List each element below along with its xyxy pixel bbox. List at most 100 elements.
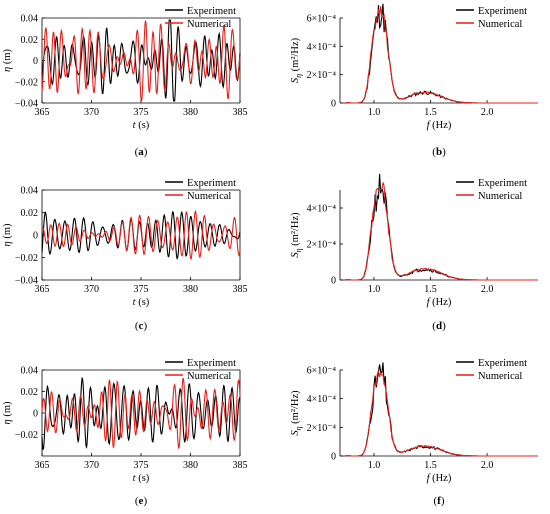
x-axis-label: f (Hz) <box>427 473 452 484</box>
x-tick-label: 385 <box>233 460 248 471</box>
legend-label-numerical: Numerical <box>187 191 231 202</box>
x-tick-label: 1.0 <box>368 460 381 471</box>
x-axis-unit: (s) <box>136 120 150 131</box>
panel-caption: (e) <box>135 495 148 507</box>
y-axis-label: η (m) <box>2 223 13 247</box>
caption-open: ( <box>433 495 437 507</box>
y-axis-sub: η <box>294 426 303 430</box>
x-axis-unit: (Hz) <box>430 297 452 308</box>
panel-f: 1.0 1.5 2.0 0 2×10⁻⁴ 4×10⁻⁴ 6×10⁻⁴ f (Hz) Sη (m²… <box>290 358 538 507</box>
x-tick-label: 1.5 <box>424 284 437 295</box>
panel-a: 365 370 375 380 385 −0.04 −0.02 0 0.02 0.04 t (s) η… <box>2 6 248 158</box>
y-tick-label: −0.04 <box>15 276 38 287</box>
caption-close: ) <box>143 495 147 507</box>
caption-open: ( <box>432 146 436 158</box>
caption-close: ) <box>442 320 446 332</box>
y-tick-label: 0 <box>331 452 336 463</box>
x-tick-label: 1.5 <box>424 460 437 471</box>
x-axis-var: f <box>427 120 432 131</box>
x-axis-label: f (Hz) <box>427 297 452 308</box>
x-tick-label: 375 <box>134 460 149 471</box>
legend-label-numerical: Numerical <box>187 371 231 382</box>
y-tick-label: 0.02 <box>21 387 39 398</box>
y-tick-label: 0.02 <box>21 35 39 46</box>
x-tick-label: 375 <box>134 284 149 295</box>
caption-letter: a <box>138 146 144 158</box>
y-tick-label: 0 <box>33 409 38 420</box>
panel-caption: (c) <box>135 320 148 332</box>
y-axis-var: S <box>290 252 301 258</box>
x-axis-label: t (s) <box>133 473 150 484</box>
legend-label-numerical: Numerical <box>478 19 522 30</box>
x-tick-label: 370 <box>84 107 99 118</box>
y-tick-label: 0 <box>33 231 38 242</box>
series-line-numerical <box>345 182 538 281</box>
y-tick-label: 0.02 <box>21 208 39 219</box>
series-line-experiment <box>345 173 538 281</box>
y-axis-unit: (m) <box>2 401 13 419</box>
x-tick-label: 365 <box>35 284 50 295</box>
y-tick-label: 6×10⁻⁴ <box>307 366 337 377</box>
series-line-numerical <box>41 209 241 261</box>
x-tick-label: 2.0 <box>481 107 494 118</box>
x-tick-label: 385 <box>233 107 248 118</box>
panel-d: 1.0 1.5 2.0 0 2×10⁻⁴ 4×10⁻⁴ f (Hz) Sη (m²/Hz) Ex… <box>290 173 538 332</box>
y-tick-label: −0.04 <box>15 99 38 110</box>
panel-b: 1.0 1.5 2.0 0 2×10⁻⁴ 4×10⁻⁴ 6×10⁻⁴ f (Hz) Sη (m²… <box>290 3 538 158</box>
x-axis-var: f <box>427 297 432 308</box>
x-tick-label: 380 <box>183 460 198 471</box>
y-axis-var: S <box>290 430 301 436</box>
legend-label-experiment: Experiment <box>187 358 236 369</box>
caption-close: ) <box>144 146 148 158</box>
x-tick-label: 370 <box>84 284 99 295</box>
x-tick-label: 365 <box>35 460 50 471</box>
panel-caption: (f) <box>433 495 444 507</box>
x-tick-label: 375 <box>134 107 149 118</box>
panel-caption: (a) <box>135 146 148 158</box>
x-tick-label: 380 <box>183 107 198 118</box>
y-axis-sub: η <box>294 74 303 78</box>
x-tick-label: 1.0 <box>368 107 381 118</box>
x-axis-label: f (Hz) <box>427 120 452 131</box>
y-axis-label: Sη (m²/Hz) <box>290 212 303 258</box>
x-axis-label: t (s) <box>133 297 150 308</box>
y-tick-label: 0.04 <box>21 186 39 197</box>
caption-close: ) <box>441 495 445 507</box>
legend-label-experiment: Experiment <box>478 358 527 369</box>
caption-close: ) <box>143 320 147 332</box>
x-tick-label: 1.5 <box>424 107 437 118</box>
y-tick-label: 0 <box>331 276 336 287</box>
y-tick-label: 2×10⁻⁴ <box>307 70 337 81</box>
y-axis-sub: η <box>294 248 303 252</box>
x-axis-unit: (s) <box>136 473 150 484</box>
x-axis-label: t (s) <box>133 120 150 131</box>
caption-open: ( <box>135 146 139 158</box>
y-tick-label: 4×10⁻⁴ <box>307 204 337 215</box>
caption-open: ( <box>135 495 139 507</box>
x-axis-var: t <box>133 473 137 484</box>
y-axis-label: Sη (m²/Hz) <box>290 37 303 83</box>
y-axis-label: Sη (m²/Hz) <box>290 390 303 436</box>
x-axis-unit: (Hz) <box>430 473 452 484</box>
y-axis-unit: (m²/Hz) <box>290 37 301 74</box>
y-axis-var: η <box>2 67 13 72</box>
y-tick-label: 2×10⁻⁴ <box>307 240 337 251</box>
legend-label-numerical: Numerical <box>478 371 522 382</box>
caption-letter: c <box>139 320 144 332</box>
caption-letter: e <box>139 495 144 507</box>
panel-c: 365 370 375 380 385 −0.04 −0.02 0 0.02 0.04 t (s) η… <box>2 178 248 332</box>
x-axis-var: t <box>133 120 137 131</box>
y-tick-label: 0.04 <box>21 14 39 25</box>
series-line-numerical <box>41 20 241 102</box>
x-tick-label: 2.0 <box>481 284 494 295</box>
caption-open: ( <box>135 320 139 332</box>
legend-label-experiment: Experiment <box>478 178 527 189</box>
y-axis-var: η <box>2 241 13 246</box>
series-line-numerical <box>41 377 241 449</box>
x-tick-label: 365 <box>35 107 50 118</box>
y-axis-label: η (m) <box>2 49 13 73</box>
panel-e: 365 370 375 380 385 −0.02 0 0.02 0.04 t (s) η (m) E… <box>2 358 248 507</box>
y-axis-unit: (m) <box>2 49 13 67</box>
legend-label-experiment: Experiment <box>187 178 236 189</box>
